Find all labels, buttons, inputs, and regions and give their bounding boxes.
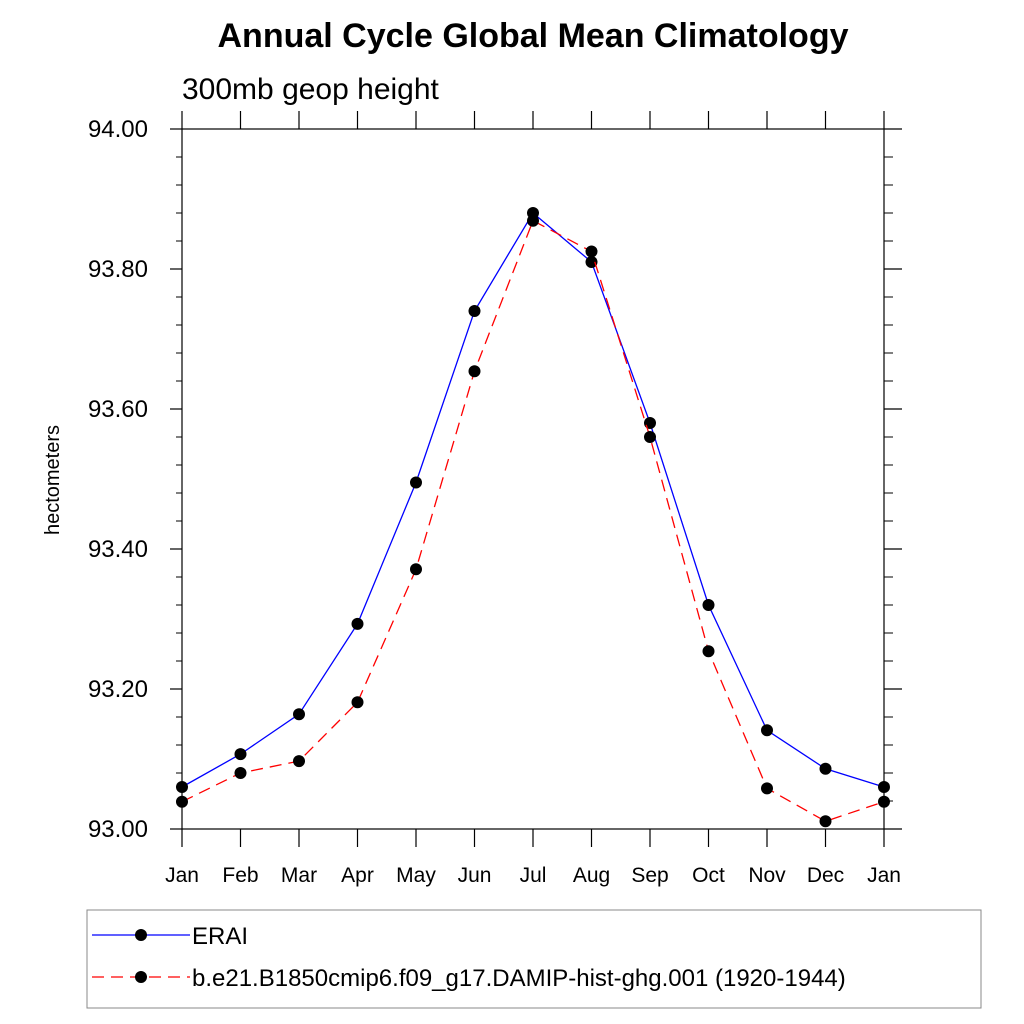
- data-point: [878, 781, 890, 793]
- data-point: [819, 762, 832, 775]
- y-tick-label: 93.60: [88, 396, 148, 423]
- series-layer: [176, 207, 890, 828]
- plot-frame: [181, 128, 885, 830]
- x-tick-label: Mar: [281, 864, 317, 887]
- data-point: [410, 563, 422, 576]
- series-2: [176, 214, 890, 828]
- axis-ticks: 93.00 93.20 93.40 93.60 93.80 94.00 Jan Feb Mar A…: [88, 111, 902, 887]
- y-tick-label: 94.00: [88, 116, 148, 143]
- legend-label: b.e21.B1850cmip6.f09_g17.DAMIP-hist-ghg.…: [192, 965, 846, 992]
- series-1: [176, 207, 890, 793]
- data-point: [761, 782, 773, 795]
- data-point: [644, 417, 656, 429]
- x-tick-label: Jan: [867, 864, 901, 887]
- data-point: [351, 617, 364, 630]
- data-point: [234, 767, 247, 779]
- plot-border: [181, 128, 885, 830]
- y-tick-label: 93.80: [88, 256, 148, 283]
- y-tick-label: 93.20: [88, 676, 148, 703]
- data-point: [293, 755, 305, 768]
- x-tick-label: Apr: [341, 864, 374, 887]
- legend-label: ERAI: [192, 923, 248, 950]
- x-tick-label: Dec: [807, 864, 844, 887]
- y-tick-label: 93.00: [88, 816, 148, 843]
- x-tick-label: Sep: [631, 864, 668, 887]
- x-tick-label: Jun: [458, 864, 492, 887]
- chart-subtitle: 300mb geop height: [182, 73, 440, 106]
- data-point: [702, 645, 715, 658]
- x-tick-label: Jul: [520, 864, 547, 887]
- data-point: [410, 476, 422, 489]
- data-point: [176, 781, 188, 793]
- x-tick-label: Nov: [748, 864, 786, 887]
- data-point: [819, 815, 832, 828]
- x-tick-label: Oct: [692, 864, 725, 887]
- x-tick-label: Feb: [222, 864, 258, 887]
- data-point: [351, 696, 364, 709]
- x-tick-label: Jan: [165, 864, 199, 887]
- series-line: [181, 212, 885, 788]
- data-point: [585, 256, 598, 268]
- data-point: [293, 708, 305, 721]
- y-axis-label: hectometers: [42, 425, 64, 535]
- data-point: [644, 431, 656, 443]
- data-point: [468, 305, 481, 317]
- data-point: [527, 214, 539, 227]
- x-tick-label: May: [396, 864, 436, 887]
- data-point: [878, 795, 890, 808]
- legend: ERAI b.e21.B1850cmip6.f09_g17.DAMIP-hist-…: [86, 909, 982, 1009]
- data-point: [585, 245, 598, 258]
- data-point: [468, 365, 481, 378]
- series-line: [181, 219, 885, 823]
- y-tick-label: 93.40: [88, 536, 148, 563]
- x-tick-label: Aug: [573, 864, 610, 887]
- legend-box: [86, 909, 982, 1009]
- legend-marker: [135, 971, 147, 983]
- data-point: [176, 795, 188, 808]
- data-point: [761, 724, 773, 737]
- legend-marker: [135, 929, 147, 941]
- data-point: [234, 748, 247, 761]
- chart-title: Annual Cycle Global Mean Climatology: [218, 17, 849, 55]
- data-point: [702, 599, 715, 611]
